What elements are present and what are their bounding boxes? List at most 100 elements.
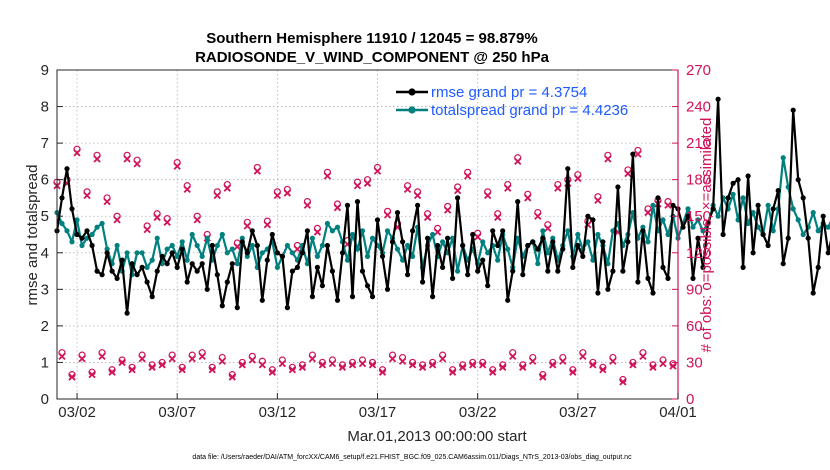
obs-assimilated-marker (118, 358, 126, 367)
right-tick-label: 120 (686, 245, 711, 262)
rmse-point (505, 297, 511, 303)
obs-assimilated-marker (93, 155, 101, 163)
obs-assimilated-marker (158, 361, 166, 369)
rmse-point (284, 305, 290, 311)
rmse-point (795, 177, 801, 183)
obs-assimilated-marker (173, 162, 181, 170)
obs-assimilated-marker (519, 363, 527, 371)
obs-assimilated-marker (428, 361, 437, 369)
rmse-point (374, 217, 381, 223)
rmse-point (79, 235, 85, 241)
totalspread-point (590, 257, 596, 263)
obs-assimilated-marker (243, 222, 251, 230)
totalspread-point (329, 228, 335, 234)
rmse-point (610, 268, 616, 274)
totalspread-point (114, 242, 120, 249)
rmse-point (384, 286, 391, 292)
rmse-point (189, 261, 195, 267)
left-tick-label: 8 (41, 99, 49, 116)
totalspread-point (79, 242, 85, 249)
totalspread-point (69, 239, 75, 245)
rmse-point (264, 257, 270, 263)
rmse-point (555, 268, 561, 274)
rmse-point (445, 235, 451, 241)
totalspread-point (780, 155, 786, 161)
obs-assimilated-marker (123, 155, 131, 163)
rmse-point (84, 228, 90, 234)
obs-assimilated-marker (358, 360, 367, 368)
totalspread-point (765, 202, 771, 208)
rmse-point (339, 250, 346, 256)
obs-assimilated-marker (669, 362, 677, 370)
obs-assimilated-marker (378, 368, 387, 376)
obs-assimilated-marker (298, 363, 307, 371)
totalspread-point (450, 235, 456, 241)
rmse-point (755, 202, 761, 208)
obs-assimilated-marker (509, 352, 517, 360)
rmse-point (440, 264, 446, 270)
obs-assimilated-marker (213, 191, 221, 200)
obs-assimilated-marker (273, 191, 281, 200)
totalspread-point (284, 242, 290, 249)
rmse-point (334, 297, 341, 303)
totalspread-point (660, 217, 666, 223)
left-tick-label: 0 (41, 391, 49, 408)
rmse-point (74, 231, 80, 238)
plot-area (57, 70, 678, 399)
rmse-point (455, 195, 461, 201)
totalspread-point (550, 235, 556, 241)
rmse-point (570, 264, 576, 270)
totalspread-point (540, 228, 546, 234)
obs-assimilated-marker (168, 355, 176, 363)
rmse-point (620, 268, 626, 274)
rmse-point (770, 206, 776, 212)
rmse-point (670, 202, 676, 208)
rmse-point (725, 195, 731, 201)
totalspread-point (224, 250, 230, 256)
rmse-point (239, 239, 245, 245)
rmse-point (94, 268, 100, 274)
obs-assimilated-marker (524, 194, 532, 202)
totalspread-point (154, 235, 160, 241)
obs-assimilated-marker (504, 184, 512, 192)
chart-title-line2: RADIOSONDE_V_WIND_COMPONENT @ 250 hPa (195, 49, 550, 66)
legend-totalspread-label: totalspread grand pr = 4.4236 (431, 102, 628, 119)
obs-assimilated-marker (479, 361, 487, 369)
rmse-point (525, 242, 531, 249)
obs-assimilated-marker (133, 160, 141, 168)
totalspread-point (565, 228, 571, 234)
obs-assimilated-marker (413, 191, 422, 200)
rmse-point (550, 239, 556, 245)
right-y-axis: 0 30 60 90 120 150 180 210 240 270 (672, 62, 711, 408)
totalspread-point (480, 239, 486, 245)
rmse-point (520, 272, 526, 278)
rmse-point (785, 235, 791, 241)
obs-assimilated-marker (373, 167, 382, 175)
totalspread-point (164, 246, 170, 252)
rmse-point (680, 224, 686, 230)
totalspread-point (169, 242, 175, 249)
right-tick-label: 90 (686, 281, 703, 298)
left-tick-label: 2 (41, 318, 49, 335)
rmse-point (344, 202, 351, 208)
obs-assimilated-marker (459, 363, 467, 371)
obs-assimilated-marker (83, 191, 91, 200)
left-tick-label: 5 (41, 208, 49, 225)
totalspread-point (695, 217, 701, 223)
rmse-point (144, 279, 150, 285)
legend-rmse-marker (408, 88, 416, 96)
x-axis-label: Mar.01,2013 00:00:00 start (347, 428, 527, 445)
rmse-point (695, 235, 701, 241)
x-tick-label: 03/17 (359, 404, 397, 421)
obs-assimilated-marker (449, 368, 457, 376)
obs-assimilated-marker (58, 352, 66, 360)
left-tick-label: 6 (41, 172, 49, 189)
totalspread-point (825, 224, 830, 230)
totalspread-point (274, 264, 280, 270)
left-tick-label: 1 (41, 354, 49, 371)
obs-assimilated-marker (323, 172, 332, 180)
rmse-point (324, 242, 330, 249)
rmse-point (199, 261, 205, 267)
left-y-axis-label: rmse and totalspread (24, 165, 41, 306)
right-tick-label: 150 (686, 208, 711, 225)
